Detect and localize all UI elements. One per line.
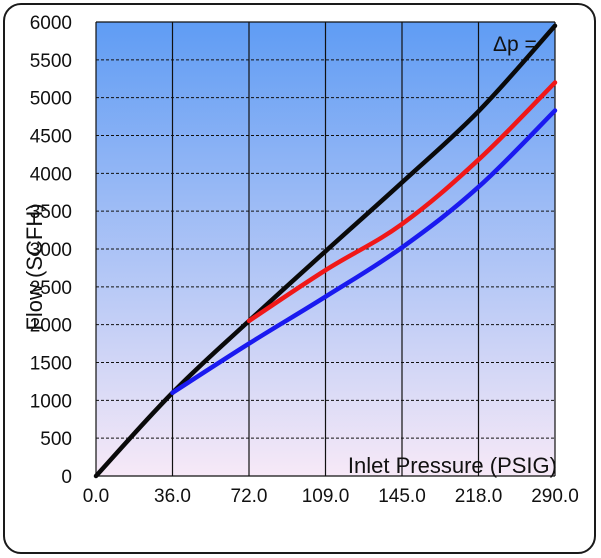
y-tick-label: 2500 [30,278,72,299]
y-tick-label: 1500 [30,354,72,375]
series-line-2 [246,80,558,324]
y-tick-label: 5500 [30,51,72,72]
x-tick-label: 0.0 [83,486,109,507]
x-tick-label: 36.0 [154,486,191,507]
y-tick-label: 3000 [30,240,72,261]
series-group [93,23,558,479]
y-tick-label: 4500 [30,127,72,148]
x-tick-label: 290.0 [531,486,579,507]
x-tick-label: 109.0 [302,486,350,507]
y-axis-title: Flow (SCFH) [22,203,47,330]
y-tick-label: 1000 [30,391,72,412]
grid [95,21,556,477]
x-tick-label: 145.0 [378,486,426,507]
delta-p-annotation: Δp = [493,33,537,56]
y-tick-label: 6000 [30,13,72,34]
x-tick-labels: 0.0 36.0 72.0 109.0 145.0 218.0 290.0 [83,486,579,507]
y-tick-label: 0 [61,467,72,488]
y-tick-label: 3500 [30,202,72,223]
y-tick-label: 500 [40,429,72,450]
y-tick-label: 2000 [30,316,72,337]
series-line-3 [170,108,558,396]
x-axis-title: Inlet Pressure (PSIG) [348,453,557,478]
y-tick-labels: 0 500 1000 1500 2000 2500 3000 3500 4000 4500 5000… [30,13,72,488]
x-tick-label: 72.0 [231,486,268,507]
y-tick-label: 4000 [30,164,72,185]
y-tick-label: 5000 [30,89,72,110]
x-tick-label: 218.0 [455,486,503,507]
